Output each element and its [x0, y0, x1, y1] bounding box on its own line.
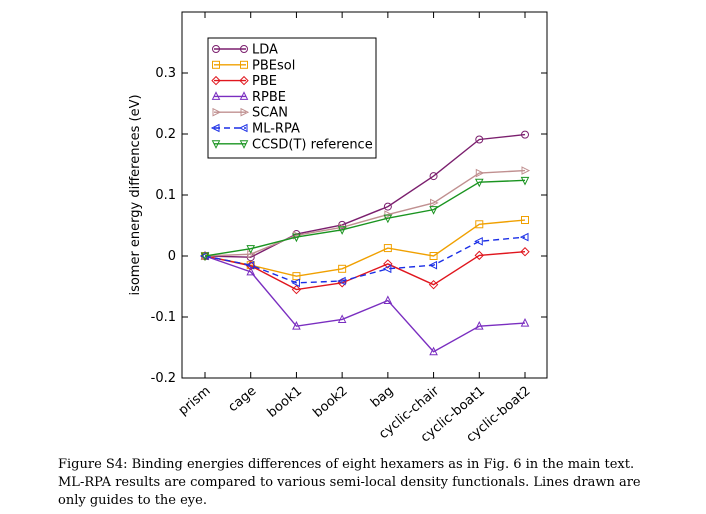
- data-point: [383, 202, 392, 211]
- data-point: [474, 250, 484, 261]
- legend-marker: [211, 140, 221, 149]
- legend-marker: [239, 140, 249, 149]
- data-point: [382, 264, 392, 274]
- data-point: [520, 176, 530, 186]
- data-point: [383, 214, 393, 224]
- y-tick-label: 0.3: [155, 66, 176, 81]
- data-point: [246, 245, 256, 254]
- data-point: [200, 252, 210, 262]
- data-point: [245, 260, 255, 270]
- data-point: [475, 168, 485, 178]
- data-point: [520, 247, 530, 257]
- series-line: [204, 255, 526, 353]
- legend-marker: [240, 60, 248, 69]
- x-tick-label: bag: [368, 384, 396, 411]
- x-tick-label: prism: [176, 384, 214, 419]
- isomer-energy-chart: isomer energy differences (eV) -0.2 -0.1 0…: [128, 11, 548, 446]
- y-tick-label: 0: [168, 249, 176, 264]
- legend-marker: [240, 45, 248, 53]
- y-tick-label: -0.2: [151, 371, 176, 386]
- y-tick-label: 0.2: [155, 127, 176, 142]
- data-point: [475, 135, 484, 144]
- series-line: [204, 219, 526, 277]
- y-tick-label: 0.1: [155, 188, 176, 203]
- series-line: [204, 179, 526, 257]
- series-line: [204, 236, 526, 284]
- data-point: [383, 244, 392, 253]
- figure-caption: Figure S4: Binding energies differences …: [58, 457, 641, 508]
- legend-box: [207, 37, 377, 159]
- series-5: [199, 232, 529, 288]
- legend-marker: [238, 123, 248, 133]
- data-point: [291, 284, 302, 295]
- legend-marker: [212, 60, 220, 69]
- data-point: [474, 321, 484, 330]
- legend-label: RPBE: [252, 90, 286, 105]
- data-point: [383, 295, 393, 305]
- series-line: [204, 169, 526, 257]
- data-point: [519, 232, 529, 242]
- legend-marker: [240, 107, 250, 117]
- y-tick-label: -0.1: [151, 310, 176, 325]
- y-axis-label: isomer energy differences (eV): [128, 94, 143, 295]
- data-point: [429, 172, 438, 181]
- data-point: [428, 279, 439, 290]
- legend-label: LDA: [252, 43, 278, 58]
- data-point: [428, 260, 438, 270]
- legend-marker: [212, 45, 220, 53]
- legend-marker: [210, 123, 220, 133]
- legend-marker: [212, 107, 222, 117]
- legend-marker: [211, 91, 221, 100]
- legend-marker: [211, 75, 221, 86]
- legend-marker: [239, 91, 249, 100]
- data-point: [521, 216, 529, 225]
- data-point: [246, 266, 256, 276]
- series-6: [200, 176, 530, 262]
- data-point: [474, 237, 483, 246]
- data-point: [429, 346, 438, 356]
- data-point: [384, 210, 393, 219]
- data-point: [429, 206, 438, 215]
- series-line: [204, 251, 526, 291]
- data-point: [430, 198, 439, 208]
- data-point: [475, 220, 484, 229]
- x-tick-label: cage: [226, 384, 260, 416]
- legend-label: PBEsol: [252, 58, 295, 73]
- data-point: [292, 321, 301, 330]
- legend-marker: [239, 75, 249, 86]
- series-line: [204, 133, 526, 258]
- data-point: [521, 166, 531, 175]
- legend-label: PBE: [252, 74, 277, 89]
- data-point: [429, 252, 438, 260]
- legend-label: SCAN: [252, 106, 288, 121]
- data-point: [521, 130, 529, 139]
- data-point: [337, 226, 347, 235]
- data-point: [383, 259, 393, 269]
- data-point: [338, 264, 347, 273]
- data-point: [520, 317, 530, 327]
- series-lines: [199, 130, 531, 356]
- x-tick-label: book1: [265, 384, 305, 421]
- data-point: [337, 276, 346, 286]
- data-point: [474, 178, 484, 188]
- data-point: [292, 272, 301, 281]
- data-point: [337, 314, 347, 323]
- data-point: [292, 233, 301, 243]
- data-point: [291, 278, 300, 288]
- x-tick-label: book2: [310, 384, 350, 421]
- legend-label: CCSD(T) reference: [252, 137, 373, 152]
- legend-label: ML-RPA: [252, 122, 300, 137]
